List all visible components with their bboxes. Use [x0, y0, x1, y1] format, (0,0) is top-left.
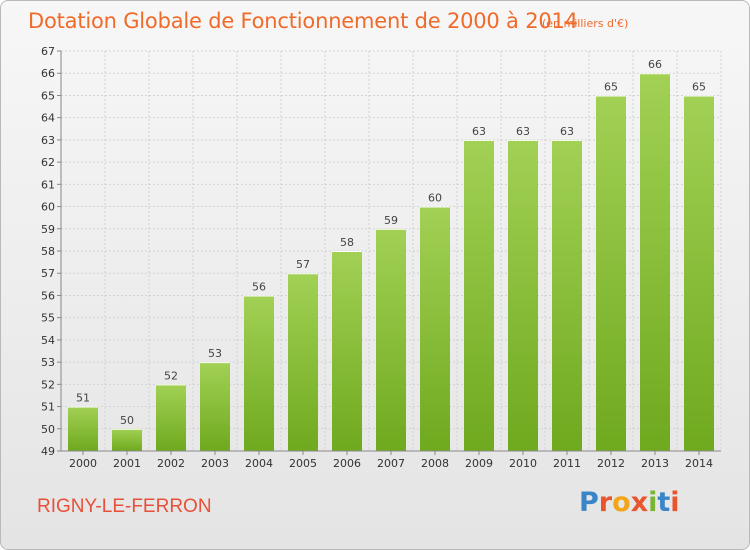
- y-tick-label: 58: [41, 245, 55, 258]
- y-tick-label: 65: [41, 89, 55, 102]
- data-label-2011: 63: [560, 125, 574, 138]
- y-tick-label: 66: [41, 67, 55, 80]
- data-label-2013: 66: [648, 58, 662, 71]
- x-tick-label: 2011: [553, 457, 581, 470]
- data-label-2010: 63: [516, 125, 530, 138]
- x-tick-label: 2002: [157, 457, 185, 470]
- x-tick-label: 2007: [377, 457, 405, 470]
- bar-2002: [156, 384, 186, 451]
- proxiti-logo: Proxiti: [579, 487, 680, 518]
- y-tick-label: 51: [41, 401, 55, 414]
- data-label-2012: 65: [604, 80, 618, 93]
- x-tick-label: 2013: [641, 457, 669, 470]
- bar-2012: [596, 95, 626, 451]
- x-tick-label: 2014: [685, 457, 713, 470]
- data-label-2008: 60: [428, 192, 442, 205]
- x-tick-label: 2008: [421, 457, 449, 470]
- commune-name: RIGNY-LE-FERRON: [37, 496, 212, 517]
- x-tick-label: 2012: [597, 457, 625, 470]
- y-tick-label: 55: [41, 312, 55, 325]
- bar-2001: [112, 428, 142, 451]
- y-tick-label: 62: [41, 156, 55, 169]
- logo-letter: x: [630, 487, 649, 518]
- bar-2009: [464, 139, 494, 451]
- x-tick-label: 2004: [245, 457, 273, 470]
- y-tick-label: 60: [41, 201, 55, 214]
- bar-2008: [420, 206, 450, 451]
- data-label-2014: 65: [692, 80, 706, 93]
- x-tick-label: 2009: [465, 457, 493, 470]
- x-tick-label: 2005: [289, 457, 317, 470]
- data-label-2002: 52: [164, 369, 178, 382]
- bar-2003: [200, 362, 230, 451]
- bar-2007: [376, 228, 406, 451]
- data-labels: 51 50 52 53 56 57 58 59 60 63 63 63 65 66 65: [76, 58, 706, 427]
- data-label-2000: 51: [76, 392, 90, 405]
- data-label-2007: 59: [384, 214, 398, 227]
- y-tick-label: 49: [41, 445, 55, 458]
- chart-title: Dotation Globale de Fonctionnement de 20…: [28, 9, 578, 33]
- x-tick-label: 2000: [69, 457, 97, 470]
- logo-letter: o: [612, 487, 631, 518]
- bar-2006: [332, 251, 362, 451]
- logo-letter: i: [648, 487, 658, 518]
- bar-2000: [68, 406, 98, 451]
- bar-2004: [244, 295, 274, 451]
- bar-2005: [288, 273, 318, 451]
- logo-letter: i: [670, 487, 680, 518]
- x-tick-label: 2001: [113, 457, 141, 470]
- y-tick-label: 67: [41, 45, 55, 58]
- y-tick-label: 52: [41, 378, 55, 391]
- y-tick-label: 56: [41, 289, 55, 302]
- y-tick-label: 64: [41, 112, 55, 125]
- x-tick-label: 2006: [333, 457, 361, 470]
- data-label-2009: 63: [472, 125, 486, 138]
- logo-letter: P: [579, 487, 599, 518]
- bar-2014: [684, 95, 714, 451]
- x-tick-label: 2003: [201, 457, 229, 470]
- y-tick-label: 54: [41, 334, 55, 347]
- y-tick-label: 57: [41, 267, 55, 280]
- y-tick-label: 50: [41, 423, 55, 436]
- bar-2013: [640, 73, 670, 451]
- data-label-2003: 53: [208, 347, 222, 360]
- bar-2011: [552, 139, 582, 451]
- axes: 49 50 51 52 53 54 55 56 57 58 59 60 61 62 63 64 65 66 67 20…: [41, 45, 721, 470]
- y-tick-label: 63: [41, 134, 55, 147]
- logo-letter: t: [657, 487, 671, 518]
- bars: [68, 73, 714, 451]
- data-label-2001: 50: [120, 414, 134, 427]
- data-label-2006: 58: [340, 236, 354, 249]
- x-tick-label: 2010: [509, 457, 537, 470]
- logo-letter: r: [598, 487, 613, 518]
- bar-2010: [508, 139, 538, 451]
- y-tick-label: 61: [41, 178, 55, 191]
- data-label-2004: 56: [252, 280, 266, 293]
- data-label-2005: 57: [296, 258, 310, 271]
- y-tick-label: 53: [41, 356, 55, 369]
- chart-subtitle: (en milliers d'€): [542, 17, 629, 30]
- y-tick-label: 59: [41, 223, 55, 236]
